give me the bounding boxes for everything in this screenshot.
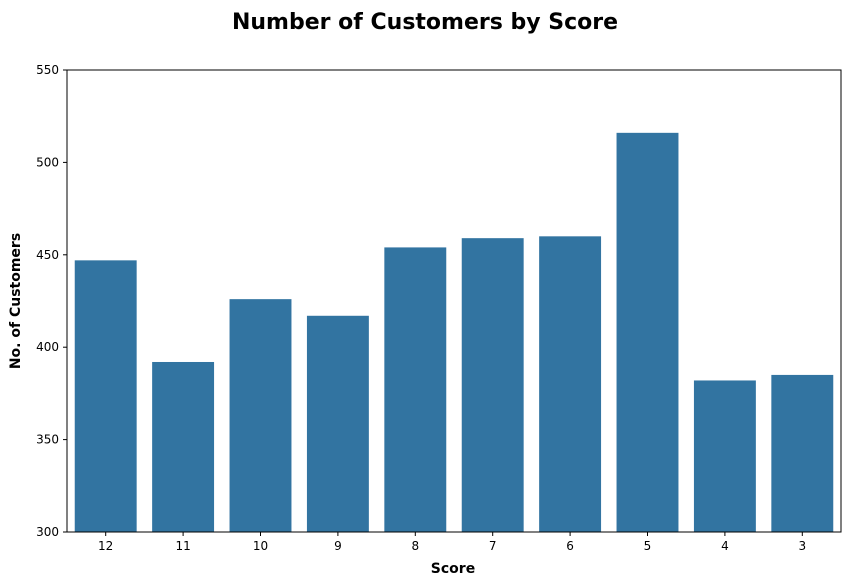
bars-group <box>74 132 834 532</box>
y-tick-label: 550 <box>36 63 59 77</box>
bar-9 <box>306 315 369 532</box>
bar-4 <box>693 380 756 532</box>
bar-6 <box>539 236 602 532</box>
y-tick-label: 500 <box>36 155 59 169</box>
x-tick-label: 8 <box>411 539 419 553</box>
x-tick-label: 11 <box>175 539 190 553</box>
bar-12 <box>74 260 137 532</box>
y-tick-label: 450 <box>36 248 59 262</box>
x-tick-label: 12 <box>98 539 113 553</box>
x-tick-label: 6 <box>566 539 574 553</box>
x-axis: 12 11 10 9 8 7 6 5 4 3 <box>98 532 806 553</box>
plot-frame <box>66 69 842 533</box>
y-axis-label: No. of Customers <box>8 233 24 369</box>
y-tick-label: 400 <box>36 340 59 354</box>
x-tick-label: 3 <box>798 539 806 553</box>
bar-8 <box>384 247 447 532</box>
x-tick-label: 10 <box>253 539 268 553</box>
chart-title: Number of Customers by Score <box>232 10 618 35</box>
x-tick-label: 7 <box>489 539 497 553</box>
bar-11 <box>152 361 215 532</box>
x-tick-label: 5 <box>644 539 652 553</box>
bar-7 <box>461 238 524 532</box>
bar-3 <box>771 374 834 532</box>
y-tick-label: 350 <box>36 433 59 447</box>
bar-10 <box>229 299 292 532</box>
x-tick-label: 9 <box>334 539 342 553</box>
y-axis: 300 350 400 450 500 550 <box>36 63 67 539</box>
bar-5 <box>616 132 679 532</box>
y-tick-label: 300 <box>36 525 59 539</box>
x-tick-label: 4 <box>721 539 729 553</box>
x-axis-label: Score <box>431 561 475 577</box>
